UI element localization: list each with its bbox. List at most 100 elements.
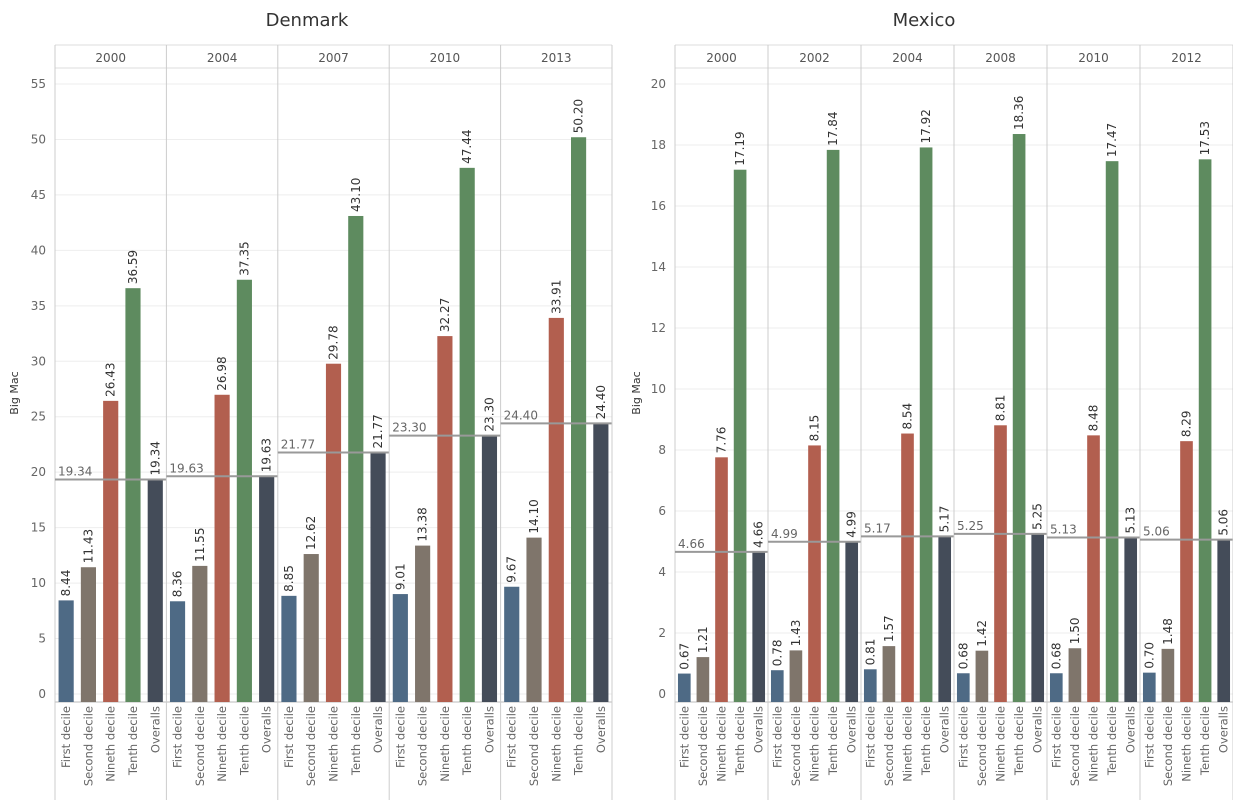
category-label-overalls: Overalls (594, 706, 608, 753)
category-label-second-decile: Second decile (81, 706, 95, 786)
category-label-overalls: Overalls (752, 706, 766, 753)
category-label-nineth-decile: Nineth decile (1180, 706, 1194, 782)
data-label: 8.15 (808, 415, 822, 442)
bar-tenth-decile (919, 147, 933, 702)
bar-second-decile (415, 545, 431, 702)
category-label-first-decile: First decile (863, 706, 877, 768)
overall-reference-label: 23.30 (392, 421, 426, 435)
bar-tenth-decile (571, 137, 587, 703)
y-tick-label: 30 (31, 354, 46, 368)
overall-reference-label: 19.34 (58, 465, 92, 479)
data-label: 1.48 (1161, 618, 1175, 645)
panel-2000: 2000 8.44 First decile 11.43 Second decile 26… (54, 45, 167, 800)
y-tick-label: 10 (651, 382, 666, 396)
data-label: 17.92 (919, 109, 933, 143)
category-label-first-decile: First decile (770, 706, 784, 768)
bar-second-decile (696, 657, 710, 702)
y-tick-label: 50 (31, 132, 46, 146)
category-label-first-decile: First decile (505, 706, 519, 768)
panel-year-header: 2004 (207, 51, 238, 65)
y-tick-label: 6 (658, 504, 666, 518)
y-tick-label: 35 (31, 299, 46, 313)
y-tick-label: 40 (31, 243, 46, 257)
data-label: 1.21 (696, 626, 710, 653)
overall-reference-label: 21.77 (281, 438, 315, 452)
panel-2002: 2002 0.78 First decile 1.43 Second decile 8.1… (767, 45, 861, 800)
data-label: 8.29 (1180, 410, 1194, 437)
category-label-tenth-decile: Tenth decile (349, 706, 363, 776)
panel-year-header: 2008 (985, 51, 1016, 65)
bar-second-decile (303, 554, 319, 702)
category-label-overalls: Overalls (938, 706, 952, 753)
bar-tenth-decile (348, 215, 364, 702)
bar-second-decile (526, 537, 542, 702)
category-label-tenth-decile: Tenth decile (237, 706, 251, 776)
bar-overalls (370, 452, 386, 702)
category-label-tenth-decile: Tenth decile (919, 706, 933, 776)
bar-tenth-decile (733, 169, 747, 702)
bar-tenth-decile (125, 288, 141, 702)
data-label: 32.27 (438, 298, 452, 332)
data-label: 14.10 (527, 499, 541, 533)
bar-overalls (1124, 537, 1138, 702)
data-label: 36.59 (126, 250, 140, 284)
category-label-tenth-decile: Tenth decile (126, 706, 140, 776)
category-label-second-decile: Second decile (1161, 706, 1175, 786)
category-label-first-decile: First decile (59, 706, 73, 768)
bar-nineth-decile (437, 336, 453, 702)
data-label: 11.43 (81, 529, 95, 563)
data-label: 4.66 (752, 521, 766, 548)
category-label-second-decile: Second decile (304, 706, 318, 786)
category-label-overalls: Overalls (845, 706, 859, 753)
bar-nineth-decile (548, 317, 564, 702)
bar-nineth-decile (214, 394, 230, 702)
data-label: 17.47 (1105, 123, 1119, 157)
category-label-first-decile: First decile (171, 706, 185, 768)
bar-tenth-decile (1198, 159, 1212, 702)
data-label: 18.36 (1012, 96, 1026, 130)
category-label-first-decile: First decile (956, 706, 970, 768)
panel-2004: 2004 8.36 First decile 11.55 Second decile 26… (165, 45, 278, 800)
panel-2010: 2010 9.01 First decile 13.38 Second decile 32… (388, 45, 501, 800)
bar-first-decile (1142, 672, 1156, 702)
bar-second-decile (975, 650, 989, 702)
y-tick-label: 15 (31, 521, 46, 535)
bar-first-decile (863, 669, 877, 702)
category-label-second-decile: Second decile (193, 706, 207, 786)
bar-tenth-decile (826, 149, 840, 702)
data-label: 9.01 (393, 563, 407, 590)
category-label-overalls: Overalls (1031, 706, 1045, 753)
bar-first-decile (169, 601, 186, 702)
panel-year-header: 2013 (541, 51, 572, 65)
bar-overalls (593, 423, 609, 702)
y-tick-label: 0 (658, 687, 666, 701)
panel-2004: 2004 0.81 First decile 1.57 Second decile 8.5… (860, 45, 954, 800)
data-label: 1.42 (975, 620, 989, 647)
panel-year-header: 2002 (799, 51, 830, 65)
bar-first-decile (956, 673, 970, 702)
bar-nineth-decile (808, 445, 821, 702)
overall-reference-label: 5.17 (864, 521, 891, 535)
category-label-second-decile: Second decile (696, 706, 710, 786)
bar-tenth-decile (1012, 134, 1026, 702)
category-label-nineth-decile: Nineth decile (104, 706, 118, 782)
category-label-first-decile: First decile (1142, 706, 1156, 768)
data-label: 23.30 (482, 397, 496, 431)
data-label: 43.10 (349, 178, 363, 212)
overall-reference-label: 19.63 (169, 461, 203, 475)
bar-overalls (1031, 533, 1045, 702)
data-label: 1.43 (789, 620, 803, 647)
chart-mexico: Mexico Big Mac 0 2 4 6 8 10 12 14 16 18 20 2000 0.67 Fi… (630, 10, 1233, 800)
category-label-first-decile: First decile (1049, 706, 1063, 768)
y-tick-label: 55 (31, 77, 46, 91)
y-tick-label: 5 (38, 632, 46, 646)
y-tick-label: 20 (31, 465, 46, 479)
category-label-nineth-decile: Nineth decile (1087, 706, 1101, 782)
bar-nineth-decile (103, 400, 119, 702)
category-label-tenth-decile: Tenth decile (1198, 706, 1212, 776)
overall-reference-label: 5.06 (1143, 525, 1170, 539)
y-axis-label: Big Mac (630, 371, 643, 414)
y-tick-label: 8 (658, 443, 666, 457)
bar-first-decile (392, 594, 408, 702)
data-label: 26.43 (104, 363, 118, 397)
